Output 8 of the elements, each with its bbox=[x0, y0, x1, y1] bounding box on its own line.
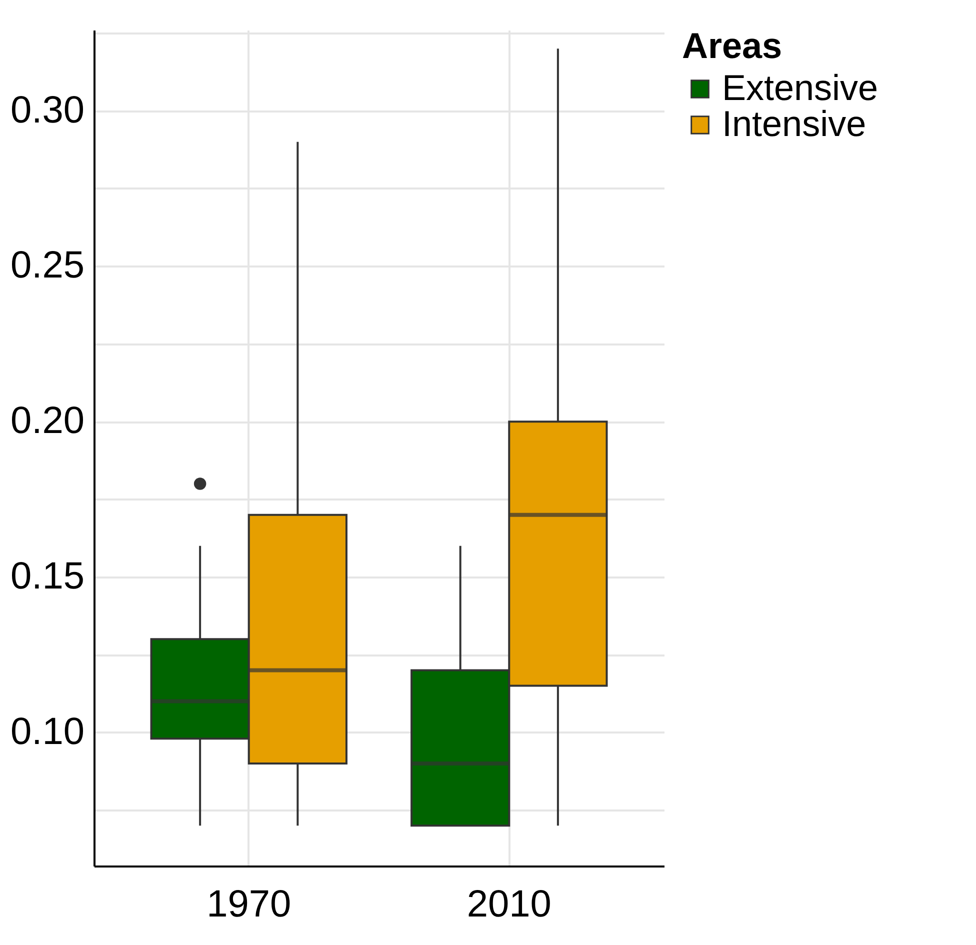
y-tick-label: 0.25 bbox=[10, 244, 84, 287]
y-tick-label: 0.15 bbox=[10, 555, 84, 598]
y-tick-label: 0.30 bbox=[10, 89, 84, 132]
legend-title: Areas bbox=[682, 25, 782, 66]
x-tick-label: 1970 bbox=[206, 884, 292, 926]
x-tick-label: 2010 bbox=[466, 884, 552, 926]
y-tick-label: 0.20 bbox=[10, 400, 84, 442]
y-tick-label: 0.10 bbox=[10, 710, 84, 753]
